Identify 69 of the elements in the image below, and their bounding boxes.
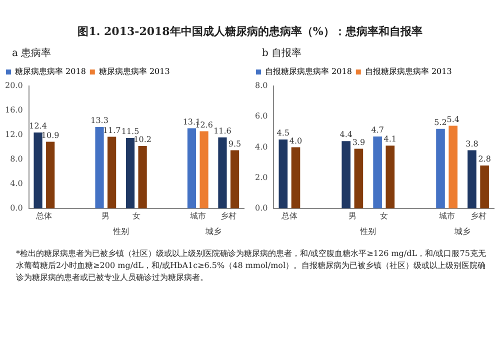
bar <box>138 146 147 208</box>
bar <box>200 131 208 208</box>
data-label: 5.4 <box>446 114 460 124</box>
text: 城乡 <box>454 227 471 236</box>
data-label: 4.1 <box>384 134 397 144</box>
bar <box>95 127 104 208</box>
y-tick-label: 0.0 <box>254 203 268 212</box>
data-label: 3.8 <box>466 139 478 148</box>
y-tick-label: 0.0 <box>10 203 23 212</box>
x-tick-label: 男 <box>348 211 356 220</box>
x-tick-label: 总体 <box>35 211 52 220</box>
data-label: 11.6 <box>214 126 232 136</box>
bar <box>342 141 351 208</box>
y-tick-label: 4.0 <box>10 179 23 188</box>
data-label: 3.9 <box>352 138 366 147</box>
y-tick-label: 16.0 <box>5 106 23 115</box>
y-tick-label: 8.0 <box>254 81 268 90</box>
text: *检出的糖尿病患者为已被乡镇（社区）级或以上级别医院确诊为糖尿病的患者，和/或空腹血糖水平≥126 mg/dL，和/或口服75克无水葡萄糖后2小时血糖≥200 mg/dL，和/或HbA1c≥6.5%（48 mmol/mol）。自报糖尿病为已被乡镇（社区）级或以上级别医院确诊为糖尿病的患者或已被专业人员确诊过为糖尿病者。 <box>16 248 486 284</box>
x-tick-label: 乡村 <box>220 211 237 220</box>
bar <box>436 128 445 208</box>
data-label: 9.5 <box>228 139 242 148</box>
y-tick-label: 12.0 <box>5 130 23 140</box>
chart-subtitle: a 患病率 <box>12 46 52 60</box>
bar <box>108 136 116 208</box>
data-label: 2.8 <box>478 154 491 164</box>
text: 性别 <box>112 227 130 236</box>
data-label: 4.4 <box>340 130 352 140</box>
legend-label: 自报糖尿病患病率 2013 <box>364 67 452 76</box>
chart-subtitle: b 自报率 <box>262 46 302 60</box>
bar <box>187 128 196 208</box>
bar <box>386 146 395 208</box>
legend-label: 糖尿病患病率 2013 <box>98 67 170 76</box>
x-tick-label: 女 <box>380 211 388 220</box>
x-tick-label: 总体 <box>280 211 298 220</box>
bar <box>230 150 240 208</box>
bar <box>354 148 364 208</box>
x-tick-label: 城市 <box>188 211 206 220</box>
y-tick-label: 4.0 <box>254 142 268 152</box>
data-label: 13.3 <box>90 116 108 126</box>
x-tick-label: 乡村 <box>470 211 486 220</box>
y-tick-label: 8.0 <box>10 154 23 164</box>
bar <box>126 138 135 208</box>
legend-label: 糖尿病患病率 2018 <box>15 67 86 76</box>
bar <box>373 136 382 208</box>
data-label: 11.5 <box>121 127 140 136</box>
data-label: 12.4 <box>29 122 47 131</box>
bar <box>34 132 42 208</box>
data-label: 10.2 <box>134 135 152 144</box>
y-tick-label: 2.0 <box>254 172 268 182</box>
text: 城乡 <box>204 227 222 236</box>
x-tick-label: 城市 <box>438 211 455 220</box>
data-label: 5.2 <box>434 118 447 127</box>
bar <box>218 137 227 208</box>
bar <box>448 126 458 208</box>
bar <box>468 150 476 208</box>
data-label: 4.5 <box>276 128 290 138</box>
x-tick-label: 男 <box>102 211 110 220</box>
data-label: 4.7 <box>371 126 384 135</box>
bar <box>480 166 489 208</box>
x-tick-label: 女 <box>132 211 140 220</box>
y-tick-label: 20.0 <box>5 81 23 90</box>
bar <box>291 147 300 208</box>
bar <box>278 140 288 208</box>
chart-title: 图1. 2013-2018年中国成人糖尿病的患病率（%）：患病率和自报率 <box>76 24 424 39</box>
legend-label: 自报糖尿病患病率 2018 <box>265 67 352 76</box>
bar <box>46 142 55 208</box>
data-label: 4.0 <box>289 136 302 146</box>
y-tick-label: 6.0 <box>254 112 268 121</box>
text: 性别 <box>359 227 376 236</box>
